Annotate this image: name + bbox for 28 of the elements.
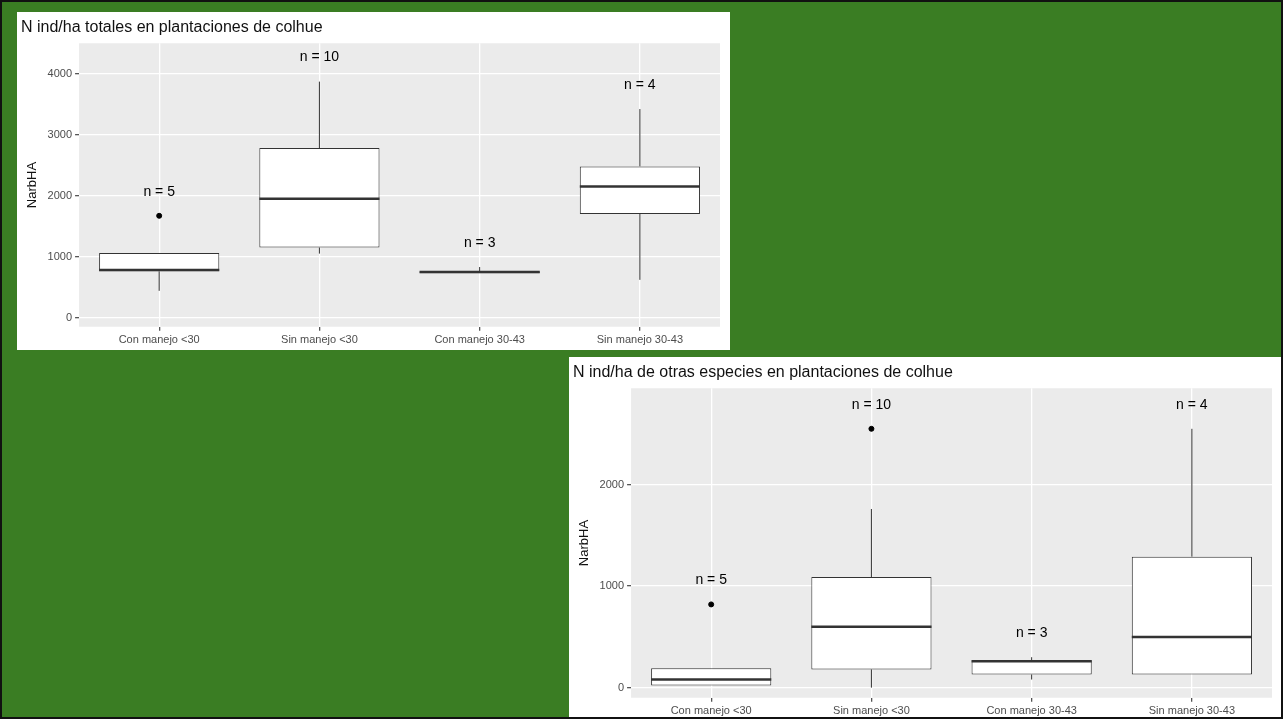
annotation: n = 4 <box>624 75 656 92</box>
y-tick-label: 4000 <box>47 66 73 79</box>
y-tick-label: 2000 <box>599 477 625 490</box>
x-tick-label: Sin manejo 30-43 <box>596 333 683 346</box>
x-tick-label: Con manejo 30-43 <box>434 333 525 346</box>
chart-title: N ind/ha totales en plantaciones de colhue <box>21 18 323 36</box>
annotation: n = 3 <box>463 233 496 250</box>
annotation: n = 3 <box>1015 624 1048 641</box>
x-tick-label: Con manejo <30 <box>670 704 752 717</box>
chart-title: N ind/ha de otras especies en plantaciones de colhue <box>573 363 953 381</box>
y-tick-label: 1000 <box>599 579 625 592</box>
x-tick-label: Sin manejo <30 <box>281 333 358 346</box>
annotation: n = 10 <box>851 395 892 412</box>
x-tick-label: Sin manejo 30-43 <box>1148 704 1235 717</box>
x-tick-label: Con manejo <30 <box>118 333 200 346</box>
y-tick-label: 0 <box>65 310 73 323</box>
x-tick-label: Sin manejo <30 <box>833 704 910 717</box>
x-tick-label: Con manejo 30-43 <box>986 704 1077 717</box>
annotation: n = 10 <box>299 48 340 65</box>
annotation: n = 5 <box>695 571 728 588</box>
y-axis-title: NarbHA <box>24 161 40 209</box>
annotation: n = 4 <box>1176 395 1208 412</box>
y-tick-label: 1000 <box>47 249 73 262</box>
annotation: n = 5 <box>143 182 176 199</box>
y-tick-label: 2000 <box>47 188 73 201</box>
y-tick-label: 3000 <box>47 127 73 140</box>
y-tick-label: 0 <box>617 680 625 693</box>
y-axis-title: NarbHA <box>576 519 592 567</box>
